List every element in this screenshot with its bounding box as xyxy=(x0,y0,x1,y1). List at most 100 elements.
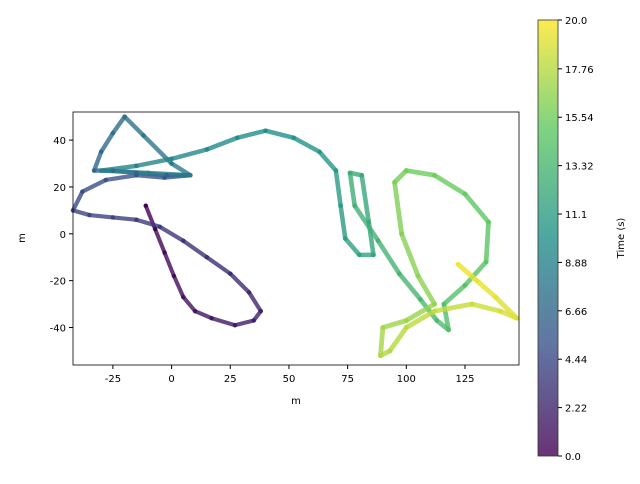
colorbar-tick-label: 13.32 xyxy=(565,162,594,173)
point xyxy=(455,262,461,267)
point xyxy=(98,149,104,155)
trajectory-segment xyxy=(396,271,423,302)
point xyxy=(469,301,475,307)
point xyxy=(134,163,139,169)
point xyxy=(164,173,170,178)
point xyxy=(181,294,186,300)
trajectory-segment xyxy=(455,261,480,284)
point xyxy=(432,173,437,178)
point xyxy=(181,238,186,244)
point xyxy=(343,236,348,241)
trajectory-segment xyxy=(392,179,405,237)
trajectory-segment xyxy=(359,172,372,225)
trajectory-segment xyxy=(91,149,104,173)
point xyxy=(404,318,409,323)
trajectory-segment xyxy=(403,301,437,323)
y-tick-label: -20 xyxy=(50,277,66,288)
trajectory-segment xyxy=(110,114,127,136)
x-axis-label: m xyxy=(291,396,301,407)
point xyxy=(432,308,437,314)
trajectory-segment xyxy=(387,325,409,354)
trajectory-segment xyxy=(103,173,139,183)
trajectory-segment xyxy=(204,135,240,152)
point xyxy=(162,250,167,255)
trajectory-segment xyxy=(352,203,381,244)
trajectory-segment xyxy=(415,273,437,307)
point xyxy=(446,327,451,333)
trajectory-segment xyxy=(134,173,167,180)
colorbar-tick-label: 2.22 xyxy=(565,404,587,415)
point xyxy=(122,114,127,119)
point xyxy=(141,133,146,138)
trajectory-segment xyxy=(483,219,491,265)
point xyxy=(462,283,468,288)
trajectory-segment xyxy=(70,189,85,213)
trajectory-segment xyxy=(162,250,176,278)
point xyxy=(110,130,116,136)
trajectory-segment xyxy=(181,238,209,260)
colorbar-tick-label: 20.0 xyxy=(565,16,587,27)
point xyxy=(474,278,479,283)
plot-frame xyxy=(72,111,520,366)
point xyxy=(432,301,437,307)
point xyxy=(204,147,209,152)
point xyxy=(188,173,193,178)
trajectory-segment xyxy=(432,301,475,314)
trajectory-segment xyxy=(228,271,252,295)
trajectory-segment xyxy=(432,172,468,197)
colorbar-tick-label: 8.88 xyxy=(565,258,587,269)
y-tick-label: -40 xyxy=(50,324,66,335)
trajectory-segment xyxy=(80,177,108,194)
trajectory-segment xyxy=(193,309,214,321)
colorbar-label: Time (s) xyxy=(616,218,627,260)
point xyxy=(347,170,353,176)
trajectory-segment xyxy=(145,170,193,178)
colorbar-tick-label: 6.66 xyxy=(565,307,587,318)
point xyxy=(246,290,252,295)
trajectory-segment xyxy=(209,316,238,328)
point xyxy=(359,173,364,178)
trajectory-segment xyxy=(153,227,167,255)
point xyxy=(462,191,468,197)
colorbar-tick-label: 0.0 xyxy=(565,452,581,463)
point xyxy=(397,271,402,276)
point xyxy=(263,128,268,133)
point xyxy=(258,308,263,314)
x-tick-label: 25 xyxy=(224,374,237,385)
point xyxy=(80,189,85,194)
point xyxy=(317,149,322,155)
point xyxy=(143,203,148,208)
point xyxy=(169,156,174,162)
point xyxy=(171,273,177,279)
y-tick-label: 0 xyxy=(60,230,66,241)
point xyxy=(134,170,139,176)
trajectory-segment xyxy=(235,128,268,141)
point xyxy=(291,135,296,140)
trajectory-segment xyxy=(110,215,139,222)
point xyxy=(333,168,339,173)
colorbar-tick-label: 11.1 xyxy=(565,210,587,221)
trajectory-segment xyxy=(474,278,499,300)
trajectory-segment xyxy=(343,236,362,258)
point xyxy=(87,212,92,218)
y-tick-label: 40 xyxy=(53,136,66,147)
trajectory-segment xyxy=(204,255,233,276)
point xyxy=(98,168,104,173)
x-tick-label: 75 xyxy=(341,374,354,385)
point xyxy=(228,271,233,276)
point xyxy=(514,315,519,321)
x-tick-label: 100 xyxy=(397,374,416,385)
trajectory-segment xyxy=(469,301,503,314)
point xyxy=(483,259,489,265)
trajectory-segment xyxy=(87,212,116,220)
point xyxy=(366,219,371,225)
point xyxy=(441,301,447,307)
x-tick-label: 50 xyxy=(283,374,296,385)
trajectory-segment xyxy=(157,224,186,243)
trajectory-segment xyxy=(134,156,174,169)
trajectory-segment xyxy=(347,170,357,209)
point xyxy=(338,203,343,208)
point xyxy=(418,297,423,302)
point xyxy=(415,273,421,279)
trajectory-segment xyxy=(181,295,198,314)
